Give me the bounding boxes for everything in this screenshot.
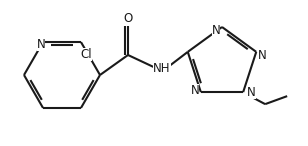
Text: N: N [258, 49, 267, 62]
Text: O: O [124, 13, 133, 26]
Text: Cl: Cl [80, 48, 92, 61]
Text: N: N [37, 38, 45, 51]
Text: N: N [190, 84, 199, 97]
Text: N: N [212, 25, 221, 38]
Text: N: N [247, 86, 256, 99]
Text: NH: NH [153, 61, 171, 74]
